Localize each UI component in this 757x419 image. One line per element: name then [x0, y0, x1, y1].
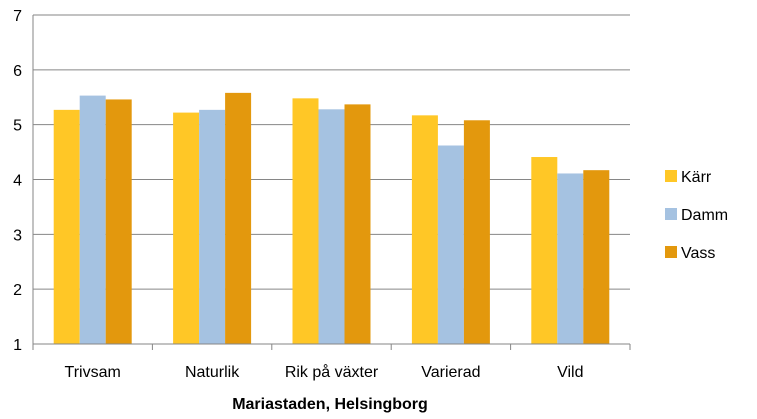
- bar-k-rr-2: [292, 98, 319, 344]
- legend-label: Vass: [681, 245, 715, 262]
- bar-vass-0: [105, 99, 132, 345]
- x-tick-label: Vild: [557, 364, 583, 381]
- x-tick-labels: Trivsam Naturlik Rik på växter Varierad Vild: [65, 363, 584, 381]
- x-tick-label: Varierad: [421, 364, 480, 381]
- bar-vass-3: [463, 120, 490, 344]
- bar-damm-2: [318, 109, 345, 345]
- bar-k-rr-4: [531, 157, 558, 344]
- bar-vass-2: [344, 104, 371, 345]
- y-tick-label: 3: [13, 227, 22, 244]
- bar-damm-1: [199, 109, 226, 344]
- y-tick-label: 2: [13, 282, 22, 299]
- x-axis-label: Mariastaden, Helsingborg: [232, 396, 428, 413]
- bar-k-rr-1: [173, 112, 200, 344]
- legend: Kärr Damm Vass: [665, 169, 728, 262]
- bar-damm-0: [79, 95, 106, 344]
- legend-label: Kärr: [681, 169, 712, 186]
- bar-damm-3: [437, 145, 464, 344]
- bar-vass-1: [225, 92, 252, 344]
- y-tick-labels: 1 2 3 4 5 6 7: [13, 8, 22, 354]
- bar-damm-4: [557, 173, 584, 344]
- y-tick-label: 4: [13, 173, 22, 190]
- legend-swatch: [665, 246, 677, 258]
- y-tick-label: 7: [13, 8, 22, 25]
- y-tick-label: 1: [13, 337, 22, 354]
- bar-k-rr-0: [53, 109, 80, 344]
- bar-vass-4: [583, 170, 610, 344]
- x-tick-label: Trivsam: [65, 364, 121, 381]
- legend-swatch: [665, 208, 677, 220]
- bars: [53, 92, 610, 345]
- legend-label: Damm: [681, 207, 728, 224]
- y-tick-label: 6: [13, 63, 22, 80]
- x-tick-label: Rik på växter: [285, 363, 379, 381]
- x-tick-label: Naturlik: [185, 364, 240, 381]
- bar-k-rr-3: [411, 115, 438, 344]
- axes: [32, 15, 631, 350]
- y-tick-label: 5: [13, 118, 22, 135]
- legend-swatch: [665, 170, 677, 182]
